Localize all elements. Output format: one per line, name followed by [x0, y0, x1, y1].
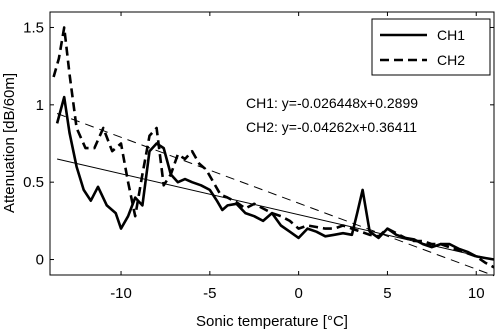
- y-tick-label: 0: [36, 252, 44, 269]
- data-layer: [52, 26, 495, 277]
- x-tick-label: -10: [110, 285, 132, 302]
- legend: CH1 CH2: [371, 18, 491, 76]
- plot-frame: [49, 11, 495, 276]
- y-tick-label: 1.5: [23, 19, 44, 36]
- x-tick-label: -5: [203, 285, 216, 302]
- x-tick-label: 5: [383, 285, 391, 302]
- y-axis-title: Attenuation [dB/60m]: [1, 73, 18, 213]
- series-line-ch1: [55, 95, 495, 261]
- y-tick-label: 1: [36, 97, 44, 114]
- fit-equation-ch2: CH2: y=-0.04262x+0.36411: [246, 119, 417, 135]
- series-line-ch2: [52, 26, 495, 269]
- fit-line-ch2: [56, 113, 495, 277]
- legend-label-ch2: CH2: [437, 52, 465, 68]
- x-axis-title: Sonic temperature [°C]: [196, 313, 348, 330]
- y-tick-label: 0.5: [23, 174, 44, 191]
- legend-label-ch1: CH1: [437, 27, 465, 43]
- legend-box: [371, 18, 491, 76]
- tick-layer: -10 -5 0 5 10 0 0.5 1 1.5: [23, 12, 494, 302]
- x-tick-label: 10: [468, 285, 485, 302]
- fit-equation-ch1: CH1: y=-0.026448x+0.2899: [246, 95, 418, 111]
- x-tick-label: 0: [294, 285, 302, 302]
